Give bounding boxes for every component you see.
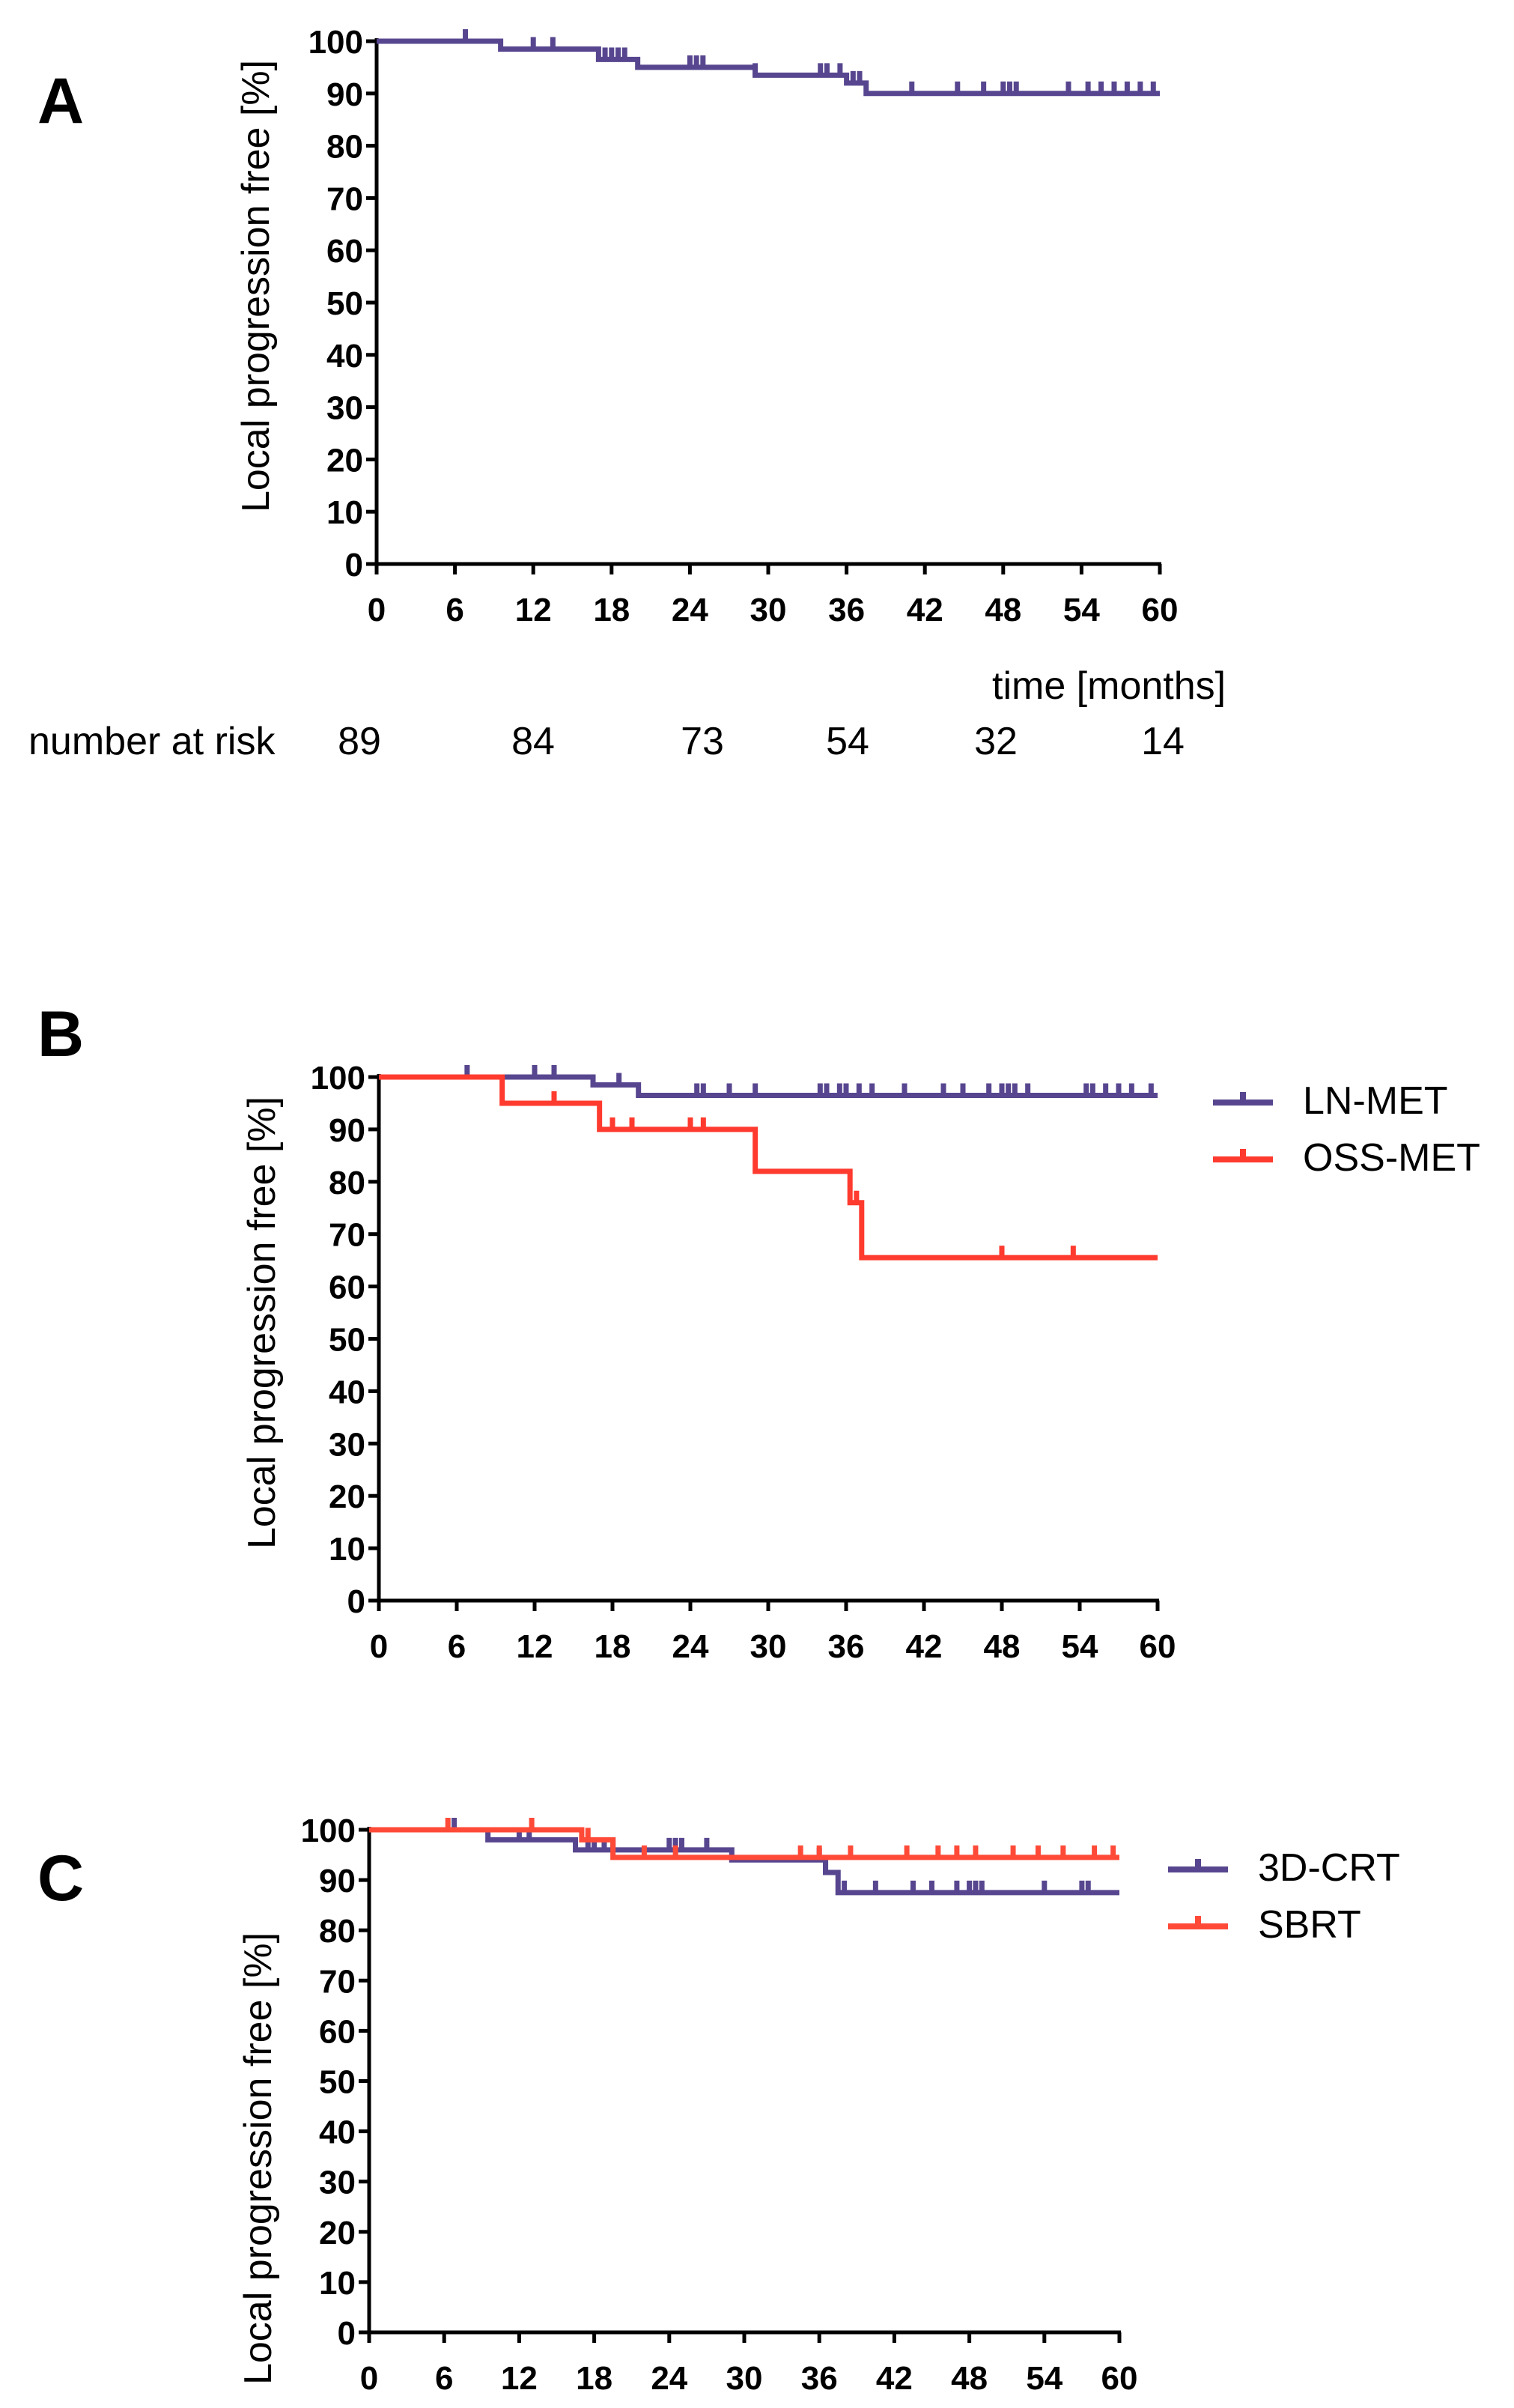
panel-b-x-tick-label: 30 [750, 1628, 787, 1665]
panel-c-x-tick-label: 54 [1026, 2360, 1062, 2397]
panel-c-x-tick-label: 0 [360, 2360, 378, 2397]
panel-c-y-tick-label: 80 [319, 1913, 356, 1950]
panel-letter-b: B [37, 998, 85, 1070]
panel-b-curve-ln-met [379, 1074, 1158, 1098]
panel-a-y-tick-label: 90 [326, 76, 363, 113]
panel-a-y-tick-label: 30 [326, 390, 363, 427]
risk-value-12: 84 [511, 720, 555, 763]
panel-a-y-tick-label: 40 [326, 338, 363, 374]
panel-c-curve-3d-crt [369, 1827, 1119, 1896]
panel-c-y-tick-label: 20 [319, 2215, 356, 2251]
panel-c-y-tick-label: 90 [319, 1863, 356, 1899]
legend-label-sbrt: SBRT [1258, 1903, 1361, 1947]
panel-b-y-tick-label: 30 [329, 1426, 365, 1463]
panel-b-y-tick-label: 70 [329, 1217, 365, 1254]
panel-b-y-tick-label: 10 [329, 1531, 365, 1568]
panel-letter-c: C [37, 1843, 85, 1914]
panel-c-y-tick-label: 40 [319, 2114, 356, 2151]
panel-b-x-tick-label: 18 [595, 1628, 631, 1665]
risk-value-60: 14 [1141, 720, 1185, 763]
panel-c-legend: 3D-CRT SBRT [1168, 1846, 1453, 1950]
panel-c-y-tick-label: 50 [319, 2064, 356, 2101]
panel-b-y-tick-label: 90 [329, 1112, 365, 1149]
panel-b-curve-oss-met [379, 1074, 1158, 1261]
panel-c-y-tick-label: 70 [319, 1963, 356, 2000]
risk-value-24: 73 [681, 720, 724, 763]
panel-c-y-tick-label: 100 [301, 1813, 356, 1849]
legend-swatch-ln-met [1213, 1092, 1273, 1106]
legend-swatch-oss-met [1213, 1149, 1273, 1162]
panel-a-x-tick-label: 6 [446, 592, 463, 628]
panel-a-x-axis-label: time [months] [992, 664, 1226, 708]
panel-a-x-tick-label: 54 [1063, 592, 1100, 628]
panel-a-y-tick-label: 20 [326, 442, 363, 479]
panel-c-x-tick-label: 6 [435, 2360, 453, 2397]
panel-b-x-tick-label: 6 [448, 1628, 466, 1665]
panel-c-y-tick-label: 30 [319, 2165, 356, 2201]
panel-b-x-tick-label: 48 [984, 1628, 1021, 1665]
legend-swatch-3d-crt [1168, 1859, 1228, 1872]
panel-b-y-tick-label: 0 [347, 1583, 365, 1620]
panel-b-x-tick-label: 54 [1062, 1628, 1098, 1665]
panel-a-curve-series [377, 38, 1160, 97]
panel-c-y-tick-label: 10 [319, 2265, 356, 2302]
legend-label-3d-crt: 3D-CRT [1258, 1846, 1400, 1890]
panel-a-y-tick-label: 60 [326, 233, 363, 270]
panel-a-x-tick-label: 60 [1142, 592, 1179, 628]
risk-value-36: 54 [826, 720, 869, 763]
panel-c-x-tick-label: 24 [651, 2360, 687, 2397]
panel-a-x-tick-label: 0 [368, 592, 386, 628]
panel-b-legend: LN-MET OSS-MET [1213, 1079, 1498, 1183]
panel-b-y-tick-label: 20 [329, 1479, 365, 1515]
panel-a-y-tick-label: 80 [326, 129, 363, 166]
panel-letter-a: A [37, 65, 85, 137]
legend-label-ln-met: LN-MET [1303, 1079, 1448, 1123]
panel-b-x-tick-label: 42 [906, 1628, 943, 1665]
panel-c-x-tick-label: 60 [1101, 2360, 1138, 2397]
legend-swatch-sbrt [1168, 1916, 1228, 1929]
panel-c-y-tick-label: 0 [338, 2315, 356, 2352]
panel-c-x-tick-label: 18 [576, 2360, 612, 2397]
panel-a-y-tick-label: 10 [326, 494, 363, 531]
panel-a-x-tick-label: 24 [672, 592, 708, 628]
panel-b-y-tick-label: 50 [329, 1322, 365, 1359]
risk-value-48: 32 [974, 720, 1018, 763]
panel-a-y-tick-label: 70 [326, 181, 363, 217]
panel-a-x-tick-label: 30 [750, 592, 787, 628]
panel-b-y-tick-label: 80 [329, 1165, 365, 1201]
panel-c-x-tick-label: 48 [951, 2360, 988, 2397]
panel-c-x-tick-label: 36 [801, 2360, 838, 2397]
panel-b-x-tick-label: 0 [370, 1628, 388, 1665]
panel-a-x-tick-label: 12 [515, 592, 552, 628]
panel-b-x-tick-label: 60 [1140, 1628, 1176, 1665]
legend-label-oss-met: OSS-MET [1303, 1136, 1480, 1180]
panel-b-x-tick-label: 24 [672, 1628, 709, 1665]
panel-c-y-tick-label: 60 [319, 2013, 356, 2050]
risk-value-0: 89 [338, 720, 381, 763]
panel-b-y-tick-label: 60 [329, 1270, 365, 1306]
panel-a-y-tick-label: 0 [345, 547, 363, 583]
panel-b-x-tick-label: 12 [517, 1628, 553, 1665]
panel-a-x-tick-label: 48 [985, 592, 1021, 628]
panel-c-x-tick-label: 12 [501, 2360, 538, 2397]
panel-a-y-tick-label: 100 [308, 24, 363, 61]
panel-a-x-tick-label: 18 [593, 592, 630, 628]
panel-a-x-tick-label: 42 [907, 592, 943, 628]
panel-c-x-tick-label: 42 [876, 2360, 913, 2397]
panel-b-y-tick-label: 100 [311, 1060, 365, 1097]
panel-b-y-tick-label: 40 [329, 1374, 365, 1410]
panel-c-curve-sbrt [369, 1827, 1119, 1860]
panel-c-x-tick-label: 30 [726, 2360, 763, 2397]
panel-b-x-tick-label: 36 [828, 1628, 865, 1665]
panel-a-y-tick-label: 50 [326, 285, 363, 322]
number-at-risk-label: number at risk [28, 720, 276, 763]
panel-a-x-tick-label: 36 [828, 592, 865, 628]
